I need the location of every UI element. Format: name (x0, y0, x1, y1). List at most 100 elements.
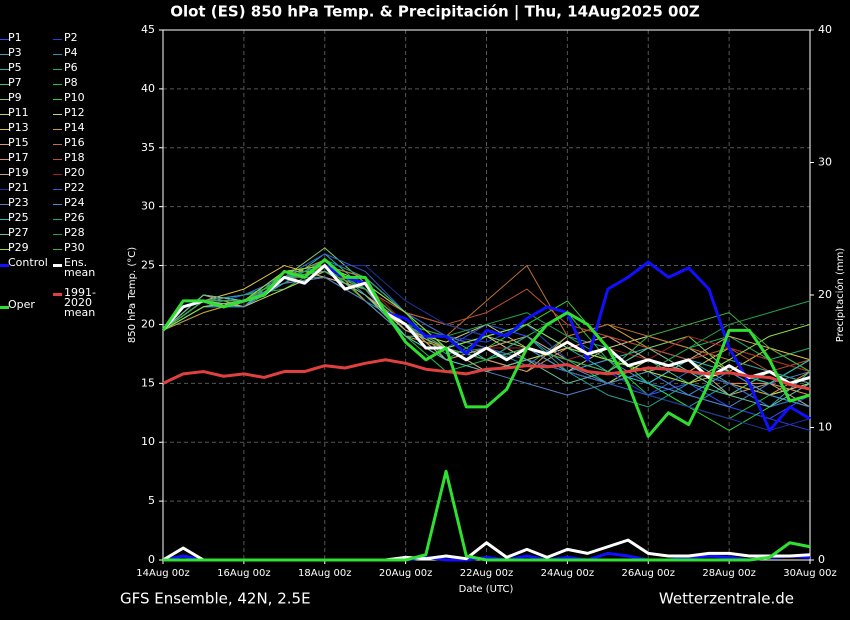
legend-swatch (53, 39, 62, 40)
chart-title: Olot (ES) 850 hPa Temp. & Precipitación … (170, 3, 700, 22)
y-tick-label: 15 (141, 376, 155, 389)
legend-swatch (53, 99, 62, 100)
x-tick-label: 22Aug 00z (460, 568, 513, 579)
y2-tick-label: 0 (818, 553, 825, 566)
legend-label: P21 (8, 181, 29, 194)
legend-swatch (0, 39, 9, 40)
legend-label: P19 (8, 166, 29, 179)
legend-label: P15 (8, 136, 29, 149)
legend-label: P2 (64, 31, 78, 44)
legend-swatch (53, 54, 62, 55)
y-tick-label: 30 (141, 200, 155, 213)
temp-line (162, 265, 811, 384)
legend-label: P24 (64, 196, 85, 209)
legend-swatch (0, 144, 9, 145)
legend-swatch (0, 264, 9, 267)
y2-tick-label: 40 (818, 23, 832, 36)
legend-swatch (0, 84, 9, 85)
legend-swatch (0, 189, 9, 190)
legend-label: P14 (64, 121, 85, 134)
legend-label: P29 (8, 241, 29, 254)
y2-axis-label: Precipitación (mm) (834, 248, 846, 343)
y-tick-label: 40 (141, 82, 155, 95)
x-tick-label: 18Aug 00z (298, 568, 351, 579)
legend-label: P3 (8, 46, 22, 59)
x-tick-label: 30Aug 00z (783, 568, 836, 579)
x-tick-label: 28Aug 00z (702, 568, 755, 579)
y-tick-label: 35 (141, 141, 155, 154)
x-tick-label: 16Aug 00z (217, 568, 270, 579)
y-tick-label: 45 (141, 23, 155, 36)
legend-label: P5 (8, 61, 22, 74)
footer-right: Wetterzentrale.de (659, 590, 794, 608)
legend-swatch (53, 129, 62, 130)
legend-label: P16 (64, 136, 85, 149)
legend-label: P20 (64, 166, 85, 179)
legend-label: P22 (64, 181, 85, 194)
y2-tick-label: 10 (818, 421, 832, 434)
legend-swatch (53, 69, 62, 70)
legend-label: P7 (8, 76, 22, 89)
legend-swatch (0, 54, 9, 55)
legend-swatch (0, 306, 9, 309)
legend-swatch (53, 159, 62, 160)
y-tick-label: 5 (148, 494, 155, 507)
legend-label: P11 (8, 106, 29, 119)
x-tick-label: 14Aug 00z (136, 568, 189, 579)
legend-label: Control (8, 256, 48, 269)
y-axis-label: 850 hPa Temp. (°C) (127, 247, 138, 343)
y-tick-label: 10 (141, 435, 155, 448)
legend-swatch (0, 174, 9, 175)
legend-swatch (53, 189, 62, 190)
legend-label: P12 (64, 106, 85, 119)
legend-swatch (0, 114, 9, 115)
legend-swatch (53, 234, 62, 235)
y2-tick-label: 30 (818, 156, 832, 169)
y-tick-label: 20 (141, 317, 155, 330)
legend-label: P4 (64, 46, 78, 59)
legend-swatch (53, 174, 62, 175)
legend-swatch (0, 234, 9, 235)
legend-label: P23 (8, 196, 29, 209)
legend-label: Oper (8, 298, 35, 311)
legend-swatch (0, 159, 9, 160)
y-tick-label: 0 (148, 553, 155, 566)
legend-label: P30 (64, 241, 85, 254)
footer-left: GFS Ensemble, 42N, 2.5E (120, 590, 311, 608)
legend-label: P10 (64, 91, 85, 104)
legend-swatch (53, 84, 62, 85)
legend-label: P9 (8, 91, 22, 104)
legend-label: P1 (8, 31, 22, 44)
legend-label: P25 (8, 211, 29, 224)
legend-label: P13 (8, 121, 29, 134)
legend-swatch (53, 204, 62, 205)
y-tick-label: 25 (141, 259, 155, 272)
legend-label: P27 (8, 226, 29, 239)
x-tick-label: 24Aug 00z (541, 568, 594, 579)
legend-label: P18 (64, 151, 85, 164)
temp-line (161, 258, 811, 438)
legend-label: P6 (64, 61, 78, 74)
legend-swatch (0, 69, 9, 70)
legend-label: 1991-2020 mean (64, 286, 96, 319)
legend-label: P28 (64, 226, 85, 239)
x-tick-label: 20Aug 00z (379, 568, 432, 579)
legend-swatch (0, 249, 9, 250)
legend-label: P17 (8, 151, 29, 164)
legend-label: Ens. mean (64, 256, 96, 279)
legend-swatch (53, 249, 62, 250)
legend-swatch (53, 114, 62, 115)
legend-label: P8 (64, 76, 78, 89)
legend-label: P26 (64, 211, 85, 224)
legend-swatch (53, 293, 62, 296)
legend-swatch (53, 144, 62, 145)
legend-swatch (0, 204, 9, 205)
legend-swatch (0, 99, 9, 100)
x-axis-label: Date (UTC) (459, 584, 514, 595)
precip-line (163, 469, 811, 562)
legend-swatch (53, 219, 62, 220)
y2-tick-label: 20 (818, 288, 832, 301)
temp-line (162, 358, 811, 391)
